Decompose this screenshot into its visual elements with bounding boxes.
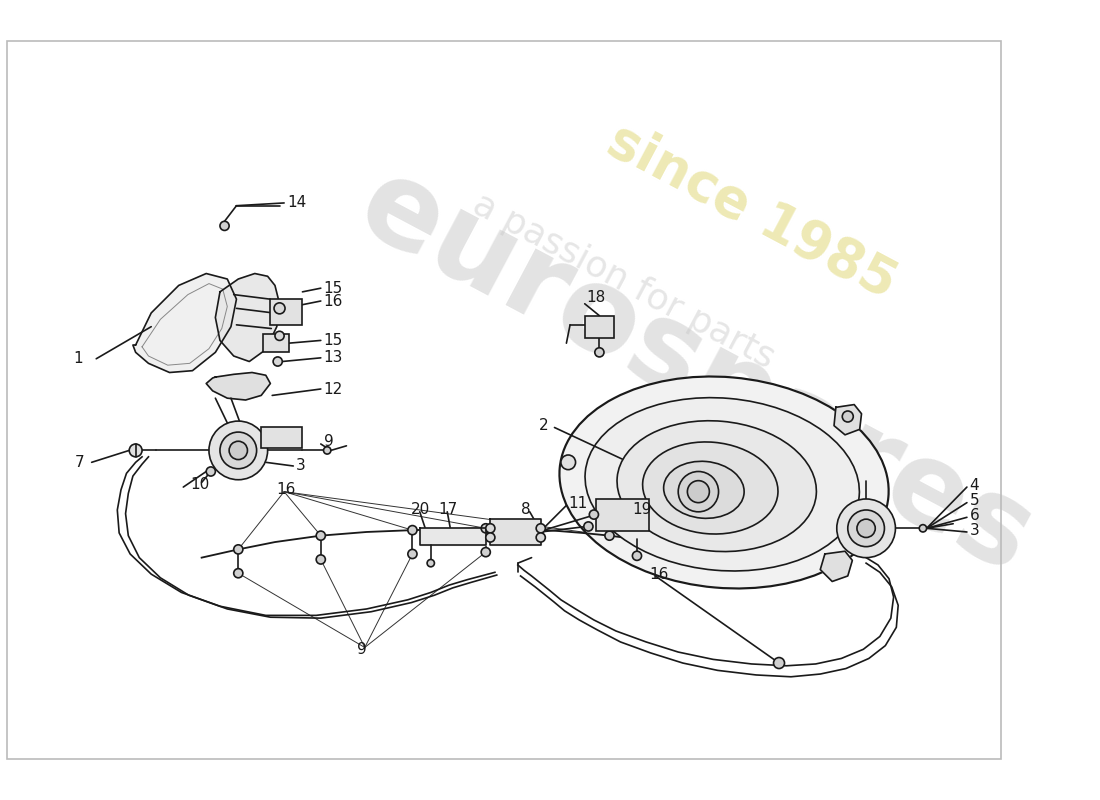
- Bar: [261, 427, 302, 448]
- Text: eurospares: eurospares: [340, 146, 1053, 598]
- Text: 13: 13: [323, 350, 343, 366]
- Circle shape: [323, 446, 331, 454]
- Polygon shape: [821, 551, 852, 582]
- Bar: [585, 316, 614, 338]
- Ellipse shape: [585, 398, 859, 571]
- Ellipse shape: [617, 421, 816, 551]
- Text: 2: 2: [539, 418, 549, 433]
- Circle shape: [590, 510, 598, 519]
- Circle shape: [427, 559, 434, 567]
- Circle shape: [274, 303, 285, 314]
- Text: 7: 7: [75, 455, 85, 470]
- Text: 5: 5: [970, 494, 979, 508]
- Text: a passion for parts: a passion for parts: [466, 186, 780, 375]
- Text: 16: 16: [323, 294, 343, 309]
- Circle shape: [209, 421, 267, 480]
- Text: 1: 1: [74, 351, 82, 366]
- Text: 14: 14: [287, 195, 306, 210]
- Circle shape: [481, 547, 491, 557]
- Circle shape: [220, 432, 256, 469]
- Polygon shape: [420, 528, 486, 545]
- Circle shape: [837, 499, 895, 558]
- Circle shape: [316, 531, 326, 540]
- Circle shape: [688, 481, 710, 502]
- Ellipse shape: [642, 442, 778, 534]
- Polygon shape: [491, 519, 541, 545]
- Circle shape: [229, 442, 248, 459]
- Text: 4: 4: [970, 478, 979, 493]
- Text: 15: 15: [323, 281, 343, 296]
- Circle shape: [605, 531, 614, 540]
- Polygon shape: [133, 274, 236, 373]
- Circle shape: [857, 519, 876, 538]
- Circle shape: [679, 471, 718, 512]
- Ellipse shape: [560, 377, 889, 589]
- Ellipse shape: [663, 462, 744, 518]
- Circle shape: [584, 522, 593, 531]
- Circle shape: [536, 533, 546, 542]
- Circle shape: [848, 510, 884, 546]
- Text: 19: 19: [632, 502, 652, 518]
- Text: 8: 8: [520, 502, 530, 518]
- Circle shape: [877, 525, 883, 532]
- Circle shape: [773, 658, 784, 669]
- Text: 20: 20: [410, 502, 430, 518]
- Text: 18: 18: [586, 290, 606, 305]
- Polygon shape: [834, 405, 861, 435]
- Circle shape: [129, 444, 142, 457]
- Text: 11: 11: [569, 496, 587, 511]
- Circle shape: [632, 551, 641, 560]
- Text: 3: 3: [970, 522, 979, 538]
- Circle shape: [481, 524, 491, 533]
- Text: 10: 10: [190, 477, 210, 492]
- Bar: [596, 499, 649, 531]
- Circle shape: [595, 348, 604, 357]
- Text: 15: 15: [323, 333, 343, 348]
- Circle shape: [486, 524, 495, 533]
- Circle shape: [316, 555, 326, 564]
- Circle shape: [408, 526, 417, 534]
- Circle shape: [408, 550, 417, 558]
- Text: since 1985: since 1985: [598, 114, 904, 310]
- Circle shape: [273, 357, 283, 366]
- Text: 9: 9: [358, 642, 367, 657]
- Text: 16: 16: [277, 482, 296, 498]
- Text: 16: 16: [649, 566, 669, 582]
- Polygon shape: [206, 373, 271, 400]
- Circle shape: [536, 524, 546, 533]
- Circle shape: [561, 455, 575, 470]
- Circle shape: [486, 533, 495, 542]
- Circle shape: [206, 467, 216, 476]
- Text: 3: 3: [296, 458, 306, 474]
- Circle shape: [920, 525, 926, 532]
- Text: 9: 9: [323, 434, 333, 449]
- Circle shape: [275, 331, 284, 341]
- Circle shape: [220, 222, 229, 230]
- Bar: [271, 299, 303, 325]
- Polygon shape: [216, 274, 279, 362]
- Circle shape: [843, 411, 854, 422]
- Text: 17: 17: [438, 502, 458, 518]
- Text: 6: 6: [970, 508, 979, 523]
- Circle shape: [233, 569, 243, 578]
- Bar: [263, 334, 288, 352]
- Text: 12: 12: [323, 382, 343, 397]
- Circle shape: [233, 545, 243, 554]
